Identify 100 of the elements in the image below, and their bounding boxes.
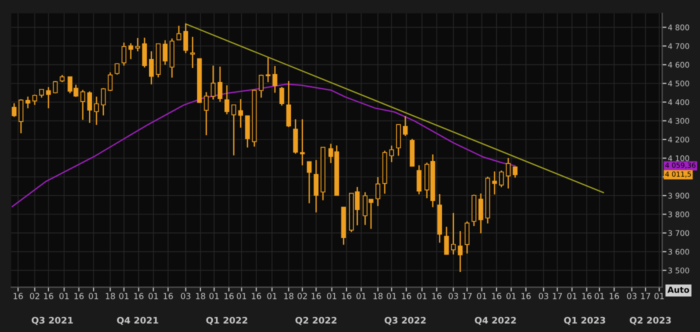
- x-tick-label: 01: [119, 292, 128, 300]
- x2-tick-label: Q1 2023: [564, 316, 606, 325]
- candlestick: [162, 40, 168, 66]
- x-tick-label: 01: [477, 292, 486, 300]
- x-tick-label: 02: [298, 292, 307, 300]
- candlestick: [238, 98, 243, 128]
- x2-tick-label: Q2 2022: [295, 316, 336, 325]
- candlestick: [458, 230, 463, 273]
- x-tick-label: 01: [209, 292, 219, 300]
- x-tick-label: 16: [134, 292, 144, 300]
- x-tick-label: 01: [594, 292, 604, 300]
- candlestick: [396, 124, 401, 156]
- candlestick: [293, 118, 298, 154]
- candlestick: [183, 23, 188, 54]
- candlestick: [258, 74, 264, 98]
- candlestick: [114, 62, 120, 76]
- x-tick-label: 16: [492, 292, 502, 300]
- candlestick: [176, 25, 182, 40]
- candlestick: [142, 37, 147, 68]
- x-tick-label: 16: [610, 292, 619, 300]
- x-tick-label: 16: [252, 292, 262, 300]
- candlestick: [224, 84, 230, 115]
- x-tick-label: 01: [236, 292, 246, 300]
- x2-tick-label: Q4 2021: [117, 316, 158, 325]
- x-tick-label: 01: [417, 292, 427, 300]
- candlestick: [450, 212, 456, 256]
- x-tick-label: 16: [582, 292, 592, 300]
- x-tick-label: 01: [148, 292, 158, 300]
- candlestick: [12, 102, 17, 118]
- x-tick-label: 16: [312, 292, 321, 300]
- text: Auto: [667, 286, 690, 293]
- candlestick: [25, 96, 30, 109]
- candlestick: [204, 92, 209, 136]
- candlestick: [499, 170, 504, 188]
- candlestick: [87, 90, 92, 124]
- x2-tick-label: Q1 2022: [206, 316, 248, 325]
- x-tick-label: 16: [44, 292, 54, 300]
- x-tick-label: 16: [432, 292, 442, 300]
- x-tick-label: 16: [224, 292, 234, 300]
- x-tick-label: 18: [196, 292, 206, 300]
- x2-tick-label: Q3 2021: [32, 316, 73, 325]
- candlestick: [190, 36, 195, 69]
- candlestick: [416, 164, 422, 195]
- x2-tick-label: Q2 2023: [630, 316, 671, 325]
- x-tick-label: 03: [180, 292, 190, 300]
- x2-tick-label: Q3 2022: [384, 316, 426, 325]
- x2-tick-label: Q4 2022: [474, 316, 516, 325]
- x-tick-label: 16: [522, 292, 531, 300]
- x-tick-label: 16: [74, 292, 84, 300]
- x-tick-label: 01: [88, 292, 98, 300]
- candlestick: [444, 226, 449, 256]
- candlestick: [149, 50, 154, 85]
- candlestick: [46, 86, 51, 109]
- candlestick: [512, 166, 518, 178]
- candlestick: [210, 65, 216, 100]
- x-tick-label: 16: [164, 292, 173, 300]
- x-tick-label: 16: [14, 292, 23, 300]
- candlestick: [506, 157, 511, 190]
- x-tick-label: 03: [538, 292, 548, 300]
- x-tick-label: 01: [327, 292, 336, 300]
- candlestick: [32, 94, 38, 106]
- x-tick-label: 02: [30, 292, 40, 300]
- x-tick-label: 17: [641, 292, 650, 300]
- candlestick: [18, 98, 24, 134]
- x-tick-label: 01: [267, 292, 277, 300]
- candlestick: [464, 220, 470, 254]
- candlestick: [52, 80, 58, 94]
- candlestick: [108, 72, 113, 92]
- candlestick: [314, 159, 318, 214]
- x-tick-label: 16: [402, 292, 412, 300]
- x-tick-label: 01: [654, 292, 664, 300]
- x-tick-label: 03: [448, 292, 458, 300]
- candlestick: [135, 37, 140, 52]
- candlestick: [286, 80, 292, 128]
- x-tick-label: 01: [356, 292, 366, 300]
- candlestick: [375, 176, 380, 207]
- x-tick-label: 01: [506, 292, 516, 300]
- candlestick: [300, 118, 305, 166]
- candlestick: [245, 114, 250, 148]
- x-tick-label: 03: [627, 292, 636, 300]
- candlestick: [402, 115, 408, 137]
- candlestick: [492, 170, 497, 196]
- candlestick: [100, 87, 106, 116]
- x-tick-label: 18: [373, 292, 383, 300]
- candlestick: [128, 42, 134, 60]
- candlestick: [478, 192, 484, 234]
- x-tick-label: 01: [567, 292, 577, 300]
- candlestick: [272, 65, 278, 94]
- candlestick: [266, 57, 270, 83]
- x-tick-label: 01: [386, 292, 396, 300]
- candlestick: [389, 145, 394, 163]
- candlestick: [279, 86, 284, 106]
- candlestick: [94, 96, 99, 126]
- x-tick-label: 18: [284, 292, 294, 300]
- candlestick: [122, 42, 126, 66]
- x-tick-label: 01: [59, 292, 69, 300]
- candlestick: [306, 160, 312, 204]
- candlestick: [218, 66, 222, 102]
- x-tick-label: 16: [342, 292, 352, 300]
- x-tick-label: 18: [106, 292, 115, 300]
